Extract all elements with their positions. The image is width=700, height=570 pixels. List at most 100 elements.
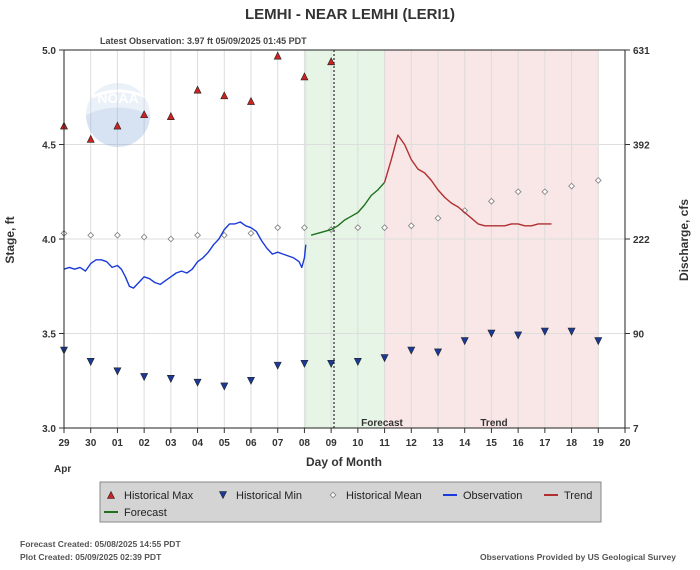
historical-min-marker xyxy=(460,337,469,346)
y-axis-label-left: Stage, ft xyxy=(3,216,17,263)
legend-item-historical-min: Historical Min xyxy=(219,490,302,502)
historical-mean-marker xyxy=(434,214,442,222)
historical-mean-marker xyxy=(407,222,415,230)
historical-max-marker xyxy=(327,57,336,66)
noaa-logo-text: NOAA xyxy=(97,90,138,106)
historical-max-marker xyxy=(140,110,149,119)
series-observation xyxy=(63,221,307,289)
legend-icon-historical-min xyxy=(219,491,227,500)
historical-mean-marker xyxy=(487,197,495,205)
x-tick-label: 08 xyxy=(299,438,311,449)
series-layer xyxy=(60,51,603,391)
x-tick-label: 04 xyxy=(192,438,204,449)
legend-item-historical-mean: Historical Mean xyxy=(329,490,422,502)
historical-mean-marker xyxy=(381,224,389,232)
x-tick-label: 29 xyxy=(58,438,70,449)
region-label-forecast: Forecast xyxy=(361,418,403,429)
legend-items: Historical Max Historical Min Historical M… xyxy=(104,490,592,519)
noaa-logo: NOAA xyxy=(86,83,150,147)
data-credit-text: Observations Provided by US Geological S… xyxy=(480,552,676,562)
region-labels-layer: Forecast Trend xyxy=(361,418,507,429)
x-tick-label: 30 xyxy=(85,438,97,449)
x-tick-label: 02 xyxy=(139,438,151,449)
historical-min-marker xyxy=(434,348,442,357)
y-tick-label-right: 631 xyxy=(633,46,650,57)
historical-min-marker xyxy=(247,376,255,385)
historical-min-marker xyxy=(140,373,149,382)
historical-mean-marker xyxy=(87,231,95,239)
y-axis-label-right: Discharge, cfs xyxy=(677,199,691,281)
historical-mean-marker xyxy=(113,231,121,239)
historical-mean-marker xyxy=(194,231,202,239)
historical-min-marker xyxy=(514,331,523,340)
x-tick-label: 19 xyxy=(593,438,605,449)
historical-mean-marker xyxy=(167,235,175,243)
historical-min-marker xyxy=(300,359,309,368)
historical-mean-marker xyxy=(461,207,469,215)
historical-min-marker xyxy=(407,346,416,355)
x-tick-label: 15 xyxy=(486,438,498,449)
x-tick-label: 11 xyxy=(379,438,390,449)
x-tick-label: 07 xyxy=(272,438,284,449)
forecast-line xyxy=(310,181,386,236)
y-tick-label-right: 222 xyxy=(633,235,650,246)
historical-mean-marker xyxy=(300,224,308,232)
x-axis-month-label: Apr xyxy=(54,464,71,475)
legend-icon-historical-mean xyxy=(329,491,337,499)
series-historical-min xyxy=(60,327,603,391)
historical-max-marker xyxy=(300,72,309,81)
trend-line xyxy=(383,134,552,227)
x-tick-label: 05 xyxy=(219,438,231,449)
series-forecast xyxy=(310,181,386,236)
historical-max-marker xyxy=(247,96,255,105)
chart-title: LEMHI - NEAR LEMHI (LERI1) xyxy=(245,6,455,23)
historical-min-marker xyxy=(380,354,389,363)
historical-min-marker xyxy=(540,327,549,336)
legend-box xyxy=(99,481,602,523)
historical-min-marker xyxy=(594,337,603,346)
y-tick-label-right: 392 xyxy=(633,141,650,152)
series-trend xyxy=(383,134,552,227)
historical-mean-marker xyxy=(274,224,282,232)
historical-mean-marker xyxy=(354,224,362,232)
y-tick-label-right: 7 xyxy=(633,424,639,435)
legend-label-observation: Observation xyxy=(463,490,522,502)
legend-label-historical-mean: Historical Mean xyxy=(346,490,422,502)
x-tick-label: 01 xyxy=(112,438,124,449)
historical-min-marker xyxy=(487,329,496,338)
x-tick-label: 12 xyxy=(406,438,418,449)
historical-mean-marker xyxy=(220,231,228,239)
historical-max-marker xyxy=(193,85,202,94)
x-tick-label: 16 xyxy=(513,438,525,449)
legend: Historical Max Historical Min Historical M… xyxy=(99,481,602,523)
historical-min-marker xyxy=(86,358,95,367)
historical-min-marker xyxy=(166,375,175,384)
observation-line xyxy=(63,221,307,289)
chart-subtitle: Latest Observation: 3.97 ft 05/09/2025 0… xyxy=(100,36,307,46)
historical-min-marker xyxy=(567,327,576,336)
historical-mean-marker xyxy=(541,188,549,196)
y-tick-label-left: 3.5 xyxy=(42,330,56,341)
x-tick-label: 20 xyxy=(619,438,631,449)
x-axis-label: Day of Month xyxy=(306,455,382,469)
historical-min-marker xyxy=(193,378,202,387)
x-tick-label: 09 xyxy=(326,438,338,449)
y-tick-label-left: 4.0 xyxy=(42,235,56,246)
x-tick-label: 10 xyxy=(352,438,364,449)
historical-max-marker xyxy=(86,134,95,143)
x-tick-label: 14 xyxy=(459,438,471,449)
x-tick-label: 13 xyxy=(432,438,444,449)
historical-max-marker xyxy=(220,91,229,100)
historical-max-marker xyxy=(113,121,122,130)
legend-item-historical-max: Historical Max xyxy=(107,490,194,502)
legend-item-trend: Trend xyxy=(544,490,592,502)
historical-mean-marker xyxy=(247,229,255,237)
historical-max-marker xyxy=(166,111,175,120)
legend-label-historical-min: Historical Min xyxy=(236,490,302,502)
historical-min-marker xyxy=(220,382,229,391)
y-tick-label-right: 90 xyxy=(633,330,645,341)
y-tick-label-left: 4.5 xyxy=(42,141,56,152)
historical-min-marker xyxy=(353,358,362,367)
axes-layer: 29 30 01 02 03 04 05 06 07 08 09 10 11 12 13 14 15 16 17 18… xyxy=(42,46,650,449)
